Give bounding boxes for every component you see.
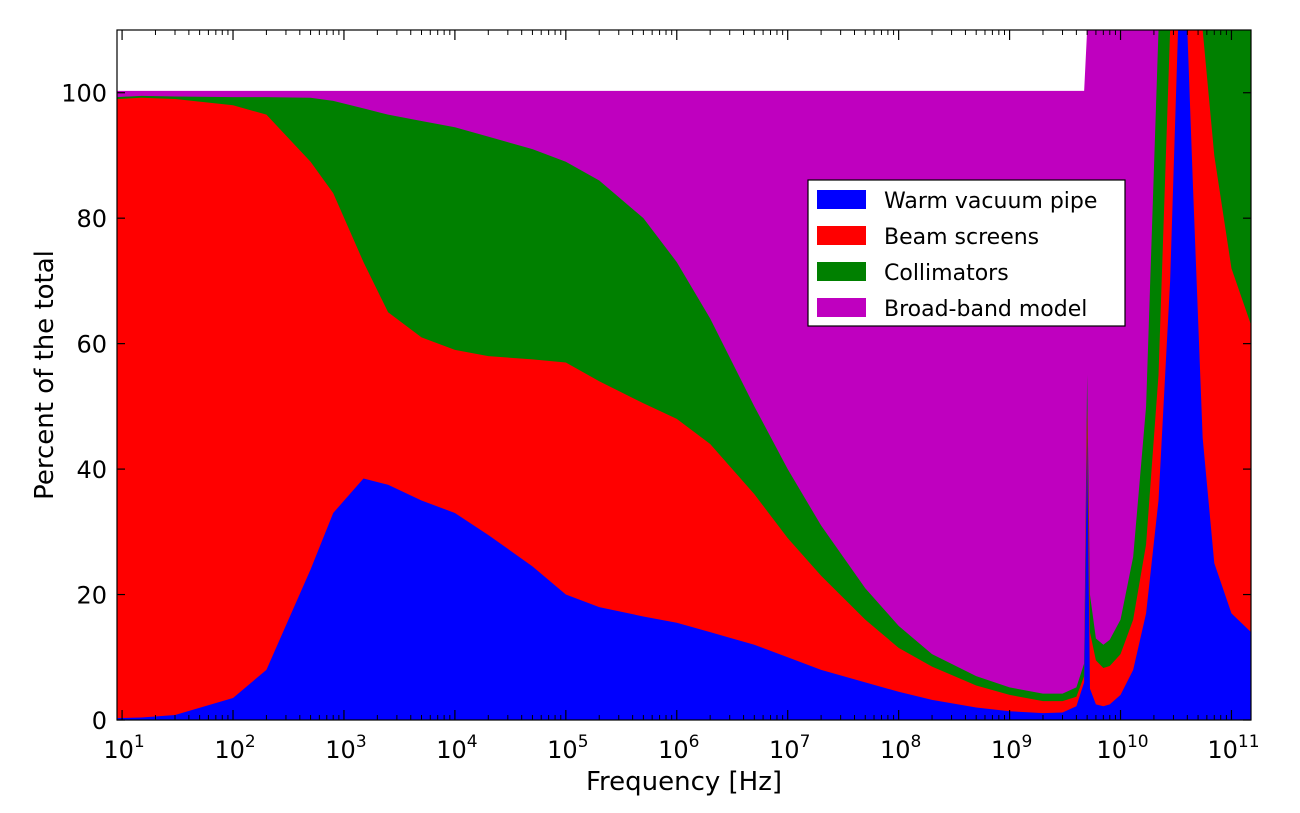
y-tick-label: 100	[61, 80, 107, 108]
legend-label-broad-band-model: Broad-band model	[884, 297, 1087, 322]
x-axis-title: Frequency [Hz]	[586, 767, 782, 797]
legend-swatch-broad-band-model	[817, 298, 866, 317]
x-tick-label: 1010	[1096, 732, 1148, 764]
legend-swatch-collimators	[817, 262, 866, 281]
x-tick-label: 105	[547, 732, 588, 764]
y-tick-label: 20	[76, 582, 107, 610]
x-tick-label: 103	[325, 732, 366, 764]
x-tick-label: 1011	[1207, 732, 1259, 764]
x-tick-label: 107	[769, 732, 810, 764]
y-axis-ticks: 0 20 40 60 80 100	[61, 80, 1251, 735]
y-tick-label: 40	[76, 456, 107, 484]
legend-swatch-warm-vacuum-pipe	[817, 190, 866, 209]
x-tick-label: 101	[103, 732, 144, 764]
x-tick-label: 106	[658, 732, 699, 764]
plot-frame	[116, 29, 1252, 721]
x-tick-label: 104	[436, 732, 477, 764]
y-axis-title: Percent of the total	[30, 250, 60, 500]
y-tick-label: 60	[76, 331, 107, 359]
area-warm-vacuum-pipe	[117, 30, 1251, 720]
y-tick-label: 80	[76, 205, 107, 233]
legend: Warm vacuum pipe Beam screens Collimators B…	[807, 179, 1126, 327]
legend-label-warm-vacuum-pipe: Warm vacuum pipe	[884, 189, 1097, 214]
chart-areas	[117, 30, 1251, 720]
x-tick-label: 108	[880, 732, 921, 764]
x-tick-label: 109	[991, 732, 1032, 764]
legend-label-collimators: Collimators	[884, 261, 1009, 286]
legend-label-beam-screens: Beam screens	[884, 225, 1039, 250]
x-tick-label: 102	[214, 732, 255, 764]
y-tick-label: 0	[92, 707, 107, 735]
x-axis-ticks: 101 102 103 104 105 106 107 108 109 1010 1011	[103, 30, 1260, 764]
legend-swatch-beam-screens	[817, 226, 866, 245]
